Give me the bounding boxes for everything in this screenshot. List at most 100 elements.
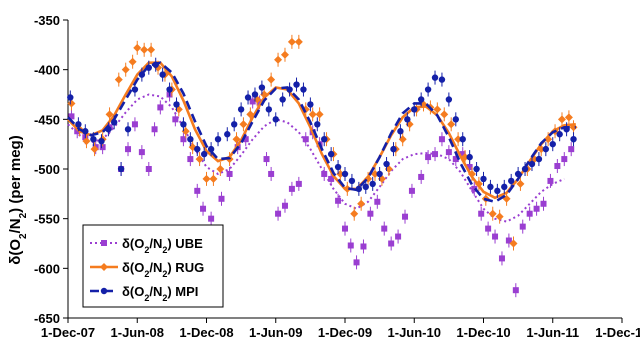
- y-tick-label: -400: [34, 63, 60, 78]
- data-point-mpi: [286, 86, 293, 93]
- data-point-mpi: [404, 116, 411, 123]
- data-point-mpi: [528, 160, 536, 168]
- data-point-ube: [281, 202, 288, 209]
- data-point-ube: [432, 151, 439, 158]
- data-point-mpi: [279, 96, 286, 103]
- data-point-rug: [114, 75, 123, 84]
- data-point-rug: [474, 179, 483, 188]
- data-point-mpi: [105, 126, 112, 133]
- data-point-ube: [466, 164, 473, 171]
- data-point-ube: [526, 210, 533, 217]
- data-point-ube: [471, 185, 478, 192]
- data-point-ube: [321, 170, 328, 177]
- y-tick-label: -600: [34, 261, 60, 276]
- data-point-rug: [121, 65, 130, 74]
- data-point-ube: [180, 136, 187, 143]
- data-point-ube: [74, 128, 81, 135]
- data-point-ube: [492, 233, 499, 240]
- data-point-mpi: [110, 119, 118, 126]
- legend-marker-mpi: [100, 287, 108, 295]
- data-point-rug: [287, 37, 296, 46]
- data-point-mpi: [321, 136, 328, 143]
- data-point-mpi: [487, 183, 494, 191]
- data-point-rug: [467, 169, 476, 178]
- x-tick-label: 1-Jun-08: [111, 325, 164, 340]
- x-axis-tick-labels: 1-Dec-07 1-Jun-08 1-Dec-08 1-Jun-09 1-Dec-09…: [41, 325, 640, 340]
- data-point-mpi: [438, 76, 446, 83]
- data-point-rug: [202, 174, 211, 183]
- data-point-ube: [478, 210, 485, 217]
- data-point-mpi: [459, 136, 466, 143]
- data-point-mpi: [417, 96, 425, 103]
- data-point-mpi: [445, 96, 453, 103]
- data-point-ube: [505, 237, 512, 244]
- fit-line-ube: [67, 93, 565, 223]
- data-point-mpi: [166, 86, 173, 93]
- data-point-ube: [200, 205, 207, 212]
- y-tick-label: -650: [34, 311, 60, 326]
- chart-axes: [63, 19, 623, 323]
- data-point-mpi: [258, 84, 266, 91]
- data-point-mpi: [383, 160, 390, 168]
- data-point-rug: [350, 209, 359, 218]
- data-point-mpi: [145, 64, 152, 71]
- data-point-rug: [216, 165, 225, 173]
- legend-item-ube: δ(O2/N2) UBE: [90, 236, 203, 255]
- data-point-rug: [516, 179, 525, 188]
- x-tick-label: 1-Jun-11: [526, 325, 579, 340]
- data-point-ube: [242, 136, 249, 143]
- data-point-ube: [512, 287, 519, 294]
- data-point-mpi: [508, 177, 515, 185]
- data-point-ube: [249, 98, 256, 105]
- chart-legend: δ(O2/N2) UBE δ(O2/N2) RUG δ(O2/N2) MPI: [82, 224, 224, 308]
- data-point-rug: [239, 120, 248, 129]
- data-point-mpi: [75, 121, 82, 128]
- x-tick-label: 1-Dec-09: [318, 325, 372, 340]
- data-point-ube: [533, 205, 540, 212]
- data-point-ube: [554, 163, 561, 170]
- data-point-rug: [537, 145, 546, 154]
- legend-label-rug: δ(O2/N2) RUG: [122, 260, 204, 279]
- data-point-mpi: [207, 145, 215, 153]
- data-point-ube: [263, 156, 270, 163]
- data-point-mpi: [231, 121, 238, 128]
- data-point-ube: [360, 243, 367, 250]
- data-point-rug: [195, 155, 204, 164]
- data-point-mpi: [90, 136, 97, 143]
- data-point-rug: [454, 135, 463, 144]
- data-point-mpi: [131, 86, 139, 93]
- data-point-mpi: [265, 106, 273, 113]
- data-point-mpi: [355, 185, 363, 193]
- data-point-ube: [288, 185, 295, 192]
- data-point-mpi: [300, 86, 307, 93]
- data-point-rug: [544, 135, 553, 144]
- x-tick-label: 1-Dec-07: [41, 325, 95, 340]
- data-point-mpi: [214, 136, 222, 143]
- data-point-mpi: [563, 126, 570, 133]
- data-point-rug: [308, 110, 317, 119]
- data-point-ube: [374, 198, 381, 205]
- data-point-rug: [274, 55, 283, 64]
- data-point-mpi: [535, 155, 543, 163]
- data-point-ube: [498, 255, 505, 262]
- y-tick-label: -550: [34, 212, 60, 227]
- x-tick-label: 1-Dec-10: [456, 325, 510, 340]
- data-point-rug: [105, 110, 114, 119]
- data-point-mpi: [293, 81, 300, 88]
- data-point-rug: [569, 123, 578, 132]
- data-point-mpi: [431, 74, 439, 81]
- data-point-mpi: [542, 145, 550, 153]
- data-point-mpi: [341, 170, 349, 178]
- data-point-mpi: [501, 183, 508, 191]
- data-point-rug: [147, 45, 156, 54]
- y-tick-label: -350: [34, 13, 60, 28]
- data-point-mpi: [224, 131, 231, 138]
- series-ube: [67, 87, 575, 298]
- data-point-rug: [315, 110, 324, 119]
- y-axis-label: δ(O2/N2) (per meg): [7, 135, 29, 264]
- data-point-rug: [447, 120, 456, 129]
- data-point-ube: [452, 156, 459, 163]
- data-point-rug: [82, 137, 91, 146]
- data-point-ube: [367, 210, 374, 217]
- data-point-mpi: [327, 150, 335, 158]
